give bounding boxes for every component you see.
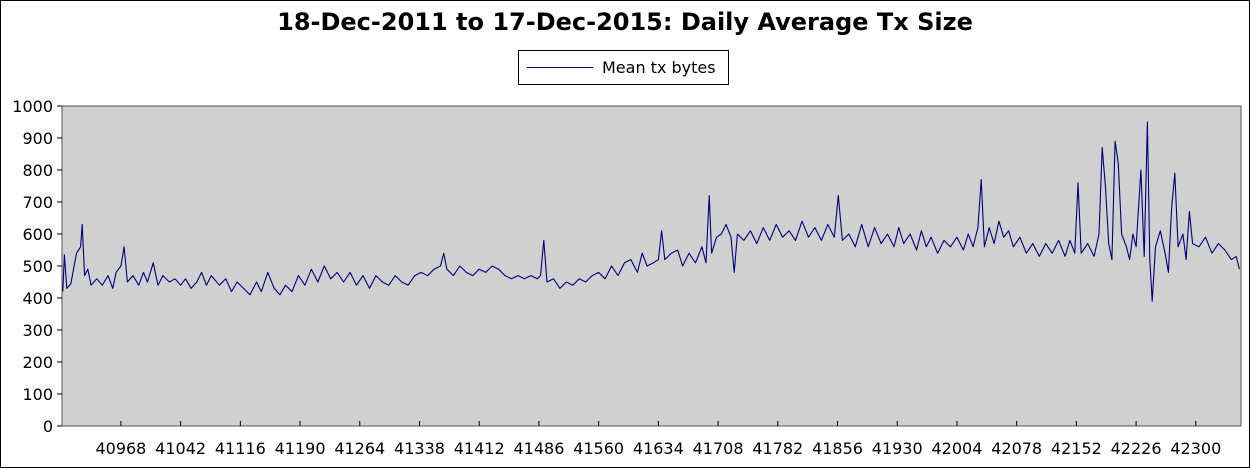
- x-tick-label: 42078: [991, 439, 1042, 458]
- x-tick-label: 42004: [931, 439, 982, 458]
- x-tick-label: 41856: [812, 439, 863, 458]
- plot-area: [61, 105, 1242, 427]
- x-tick-label: 42152: [1051, 439, 1102, 458]
- legend: Mean tx bytes: [518, 50, 729, 85]
- x-axis: 40968 41042 41116 41190 41264 41338 41412 41486…: [95, 421, 1221, 458]
- y-tick-label: 300: [22, 321, 53, 340]
- y-tick-label: 200: [22, 353, 53, 372]
- x-tick-label: 41708: [693, 439, 744, 458]
- x-tick-label: 41116: [215, 439, 266, 458]
- x-tick-label: 42300: [1170, 439, 1221, 458]
- y-tick-label: 500: [22, 257, 53, 276]
- y-tick-label: 900: [22, 129, 53, 148]
- y-tick-label: 700: [22, 193, 53, 212]
- x-tick-label: 41042: [155, 439, 206, 458]
- chart-title: 18-Dec-2011 to 17-Dec-2015: Daily Averag…: [277, 8, 973, 36]
- series-layer: [62, 121, 1240, 302]
- y-tick-label: 400: [22, 289, 53, 308]
- y-tick-label: 600: [22, 225, 53, 244]
- y-tick-label: 1000: [12, 97, 53, 116]
- x-tick-label: 41190: [275, 439, 326, 458]
- y-tick-label: 100: [22, 385, 53, 404]
- x-tick-label: 41930: [872, 439, 923, 458]
- x-tick-label: 40968: [95, 439, 146, 458]
- y-tick-label: 800: [22, 161, 53, 180]
- x-tick-label: 42226: [1111, 439, 1162, 458]
- x-tick-label: 41264: [334, 439, 385, 458]
- series-line-0: [62, 121, 1240, 302]
- legend-label: Mean tx bytes: [602, 58, 716, 77]
- x-tick-label: 41634: [633, 439, 684, 458]
- legend-swatch: [527, 67, 593, 68]
- x-tick-label: 41782: [752, 439, 803, 458]
- x-tick-label: 41412: [454, 439, 505, 458]
- x-tick-label: 41338: [394, 439, 445, 458]
- x-tick-label: 41560: [573, 439, 624, 458]
- y-tick-label: 0: [43, 417, 53, 436]
- y-axis: 0 100 200 300 400 500 600 700 800 900 1000: [12, 97, 62, 436]
- x-tick-label: 41486: [513, 439, 564, 458]
